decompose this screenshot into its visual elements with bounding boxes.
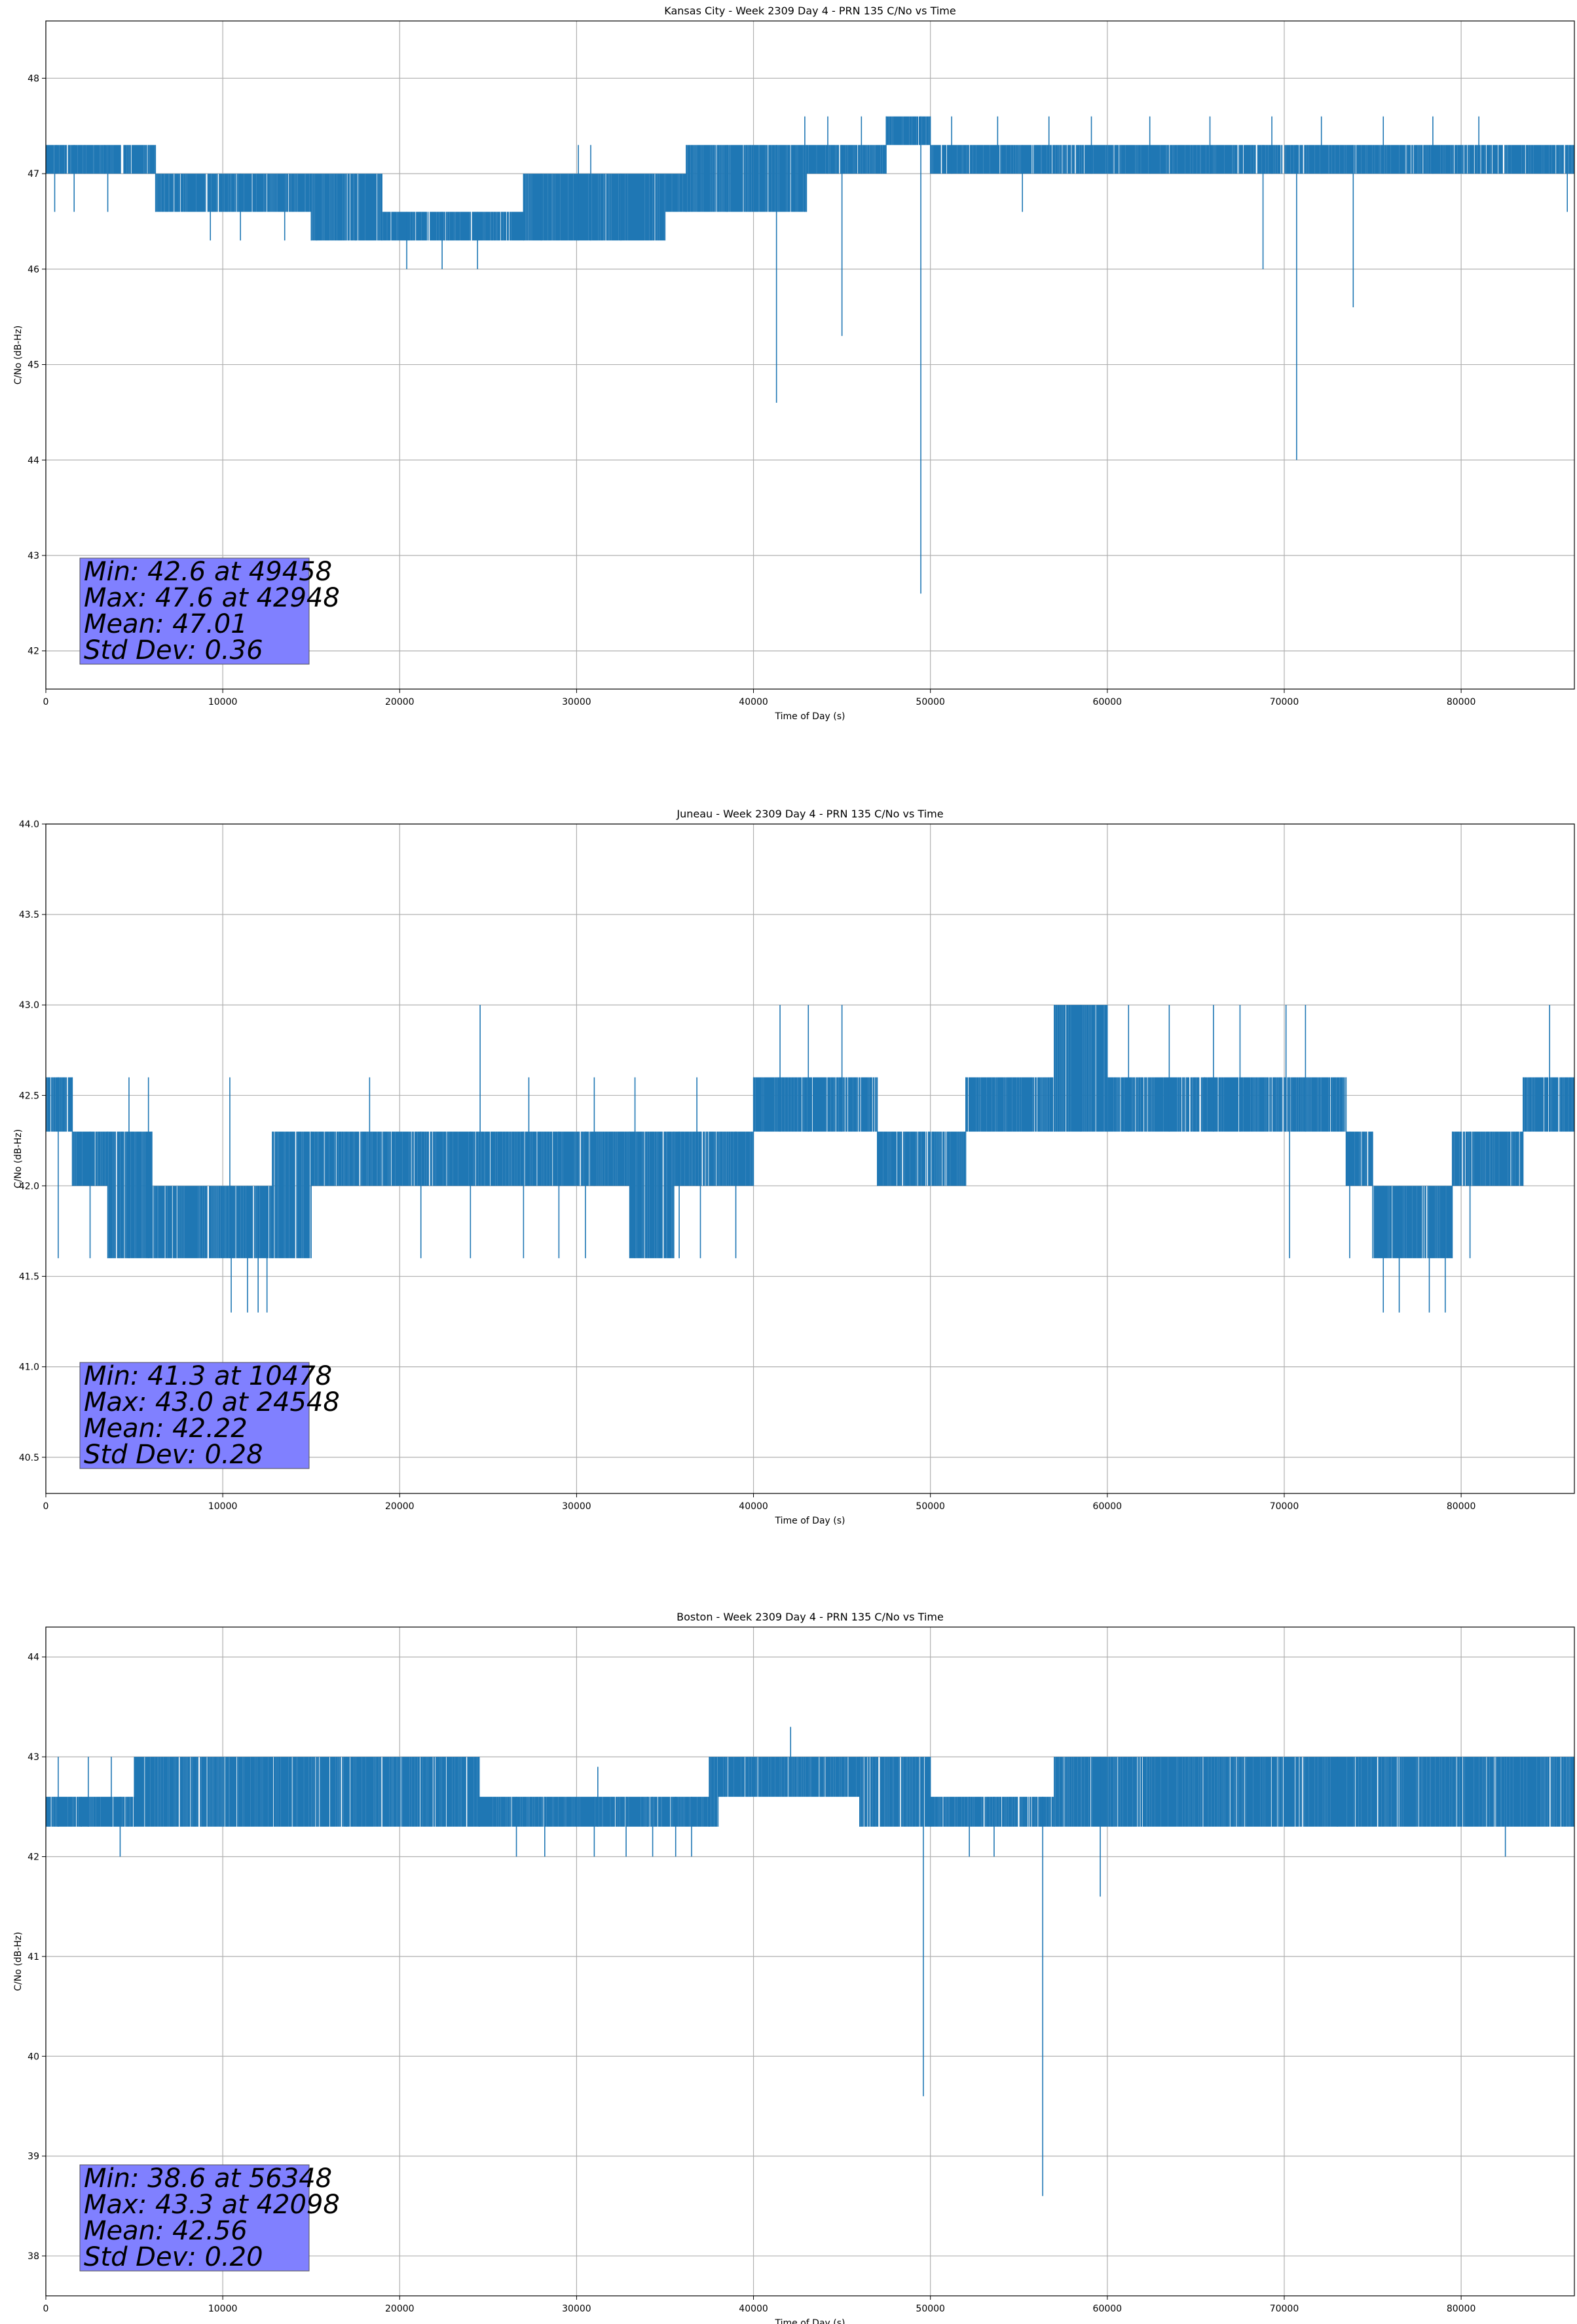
stats-line: Std Dev: 0.28 bbox=[84, 1440, 263, 1470]
stats-line: Max: 43.0 at 24548 bbox=[84, 1387, 340, 1417]
stats-line: Std Dev: 0.36 bbox=[84, 635, 263, 665]
signal-band-trace bbox=[46, 1757, 1574, 1827]
x-tick-label: 10000 bbox=[208, 2304, 238, 2314]
stats-line: Mean: 42.22 bbox=[84, 1414, 248, 1444]
stats-box-background bbox=[79, 557, 310, 665]
y-axis-label: C/No (dB-Hz) bbox=[13, 1129, 24, 1188]
series-line bbox=[46, 1005, 1574, 1313]
y-tick-label: 40 bbox=[28, 2052, 39, 2062]
y-tick-label: 39 bbox=[28, 2152, 39, 2162]
y-axis-label: C/No (dB-Hz) bbox=[13, 1932, 24, 1991]
y-tick-label: 38 bbox=[28, 2251, 39, 2262]
x-tick-label: 0 bbox=[43, 1501, 49, 1512]
x-tick-label: 30000 bbox=[562, 1501, 591, 1512]
x-tick-label: 60000 bbox=[1093, 697, 1122, 707]
y-axis-label: C/No (dB-Hz) bbox=[13, 326, 24, 384]
stats-line: Mean: 47.01 bbox=[84, 609, 248, 639]
x-tick-label: 0 bbox=[43, 697, 49, 707]
x-tick-label: 80000 bbox=[1447, 697, 1476, 707]
x-tick-label: 70000 bbox=[1270, 1501, 1299, 1512]
signal-band-trace bbox=[46, 1005, 1574, 1258]
x-tick-label: 60000 bbox=[1093, 2304, 1122, 2314]
y-tick-label: 42.0 bbox=[19, 1181, 39, 1191]
y-tick-label: 42 bbox=[28, 1852, 39, 1862]
chart-title: Juneau - Week 2309 Day 4 - PRN 135 C/No … bbox=[676, 808, 943, 820]
y-tick-label: 43 bbox=[28, 1752, 39, 1763]
y-tick-label: 44.0 bbox=[19, 819, 39, 830]
y-tick-label: 40.5 bbox=[19, 1453, 39, 1463]
x-tick-label: 40000 bbox=[739, 697, 768, 707]
y-tick-label: 45 bbox=[28, 360, 39, 371]
x-tick-label: 40000 bbox=[739, 1501, 768, 1512]
y-tick-label: 44 bbox=[28, 1653, 39, 1663]
x-tick-label: 0 bbox=[43, 2304, 49, 2314]
stats-line: Min: 41.3 at 10478 bbox=[84, 1361, 332, 1391]
stats-box-background bbox=[79, 2164, 310, 2272]
series-line bbox=[46, 116, 1574, 594]
x-axis-label: Time of Day (s) bbox=[775, 711, 845, 722]
x-tick-label: 80000 bbox=[1447, 2304, 1476, 2314]
y-tick-label: 42.5 bbox=[19, 1091, 39, 1101]
x-axis-label: Time of Day (s) bbox=[775, 1516, 845, 1526]
x-tick-label: 50000 bbox=[916, 2304, 945, 2314]
x-tick-label: 80000 bbox=[1447, 1501, 1476, 1512]
x-tick-label: 70000 bbox=[1270, 2304, 1299, 2314]
y-tick-label: 43 bbox=[28, 551, 39, 561]
y-tick-label: 44 bbox=[28, 455, 39, 466]
stats-line: Max: 43.3 at 42098 bbox=[84, 2190, 340, 2220]
stats-line: Std Dev: 0.20 bbox=[84, 2242, 263, 2272]
x-tick-label: 40000 bbox=[739, 2304, 768, 2314]
signal-band-trace bbox=[46, 116, 1574, 241]
stats-line: Mean: 42.56 bbox=[84, 2216, 248, 2246]
stats-box-background bbox=[79, 1362, 310, 1469]
stats-line: Min: 38.6 at 56348 bbox=[84, 2164, 332, 2194]
chart-title: Boston - Week 2309 Day 4 - PRN 135 C/No … bbox=[677, 1611, 944, 1623]
x-tick-label: 20000 bbox=[385, 1501, 415, 1512]
y-tick-label: 47 bbox=[28, 169, 39, 179]
x-tick-label: 50000 bbox=[916, 1501, 945, 1512]
y-tick-label: 43.5 bbox=[19, 910, 39, 920]
axes-frame bbox=[45, 823, 1575, 1494]
y-tick-label: 42 bbox=[28, 647, 39, 657]
chart-panel-3: Boston - Week 2309 Day 4 - PRN 135 C/No … bbox=[13, 1611, 1575, 2324]
series-line bbox=[46, 1727, 1574, 2196]
axes-frame bbox=[45, 20, 1575, 690]
chart-title: Kansas City - Week 2309 Day 4 - PRN 135 … bbox=[664, 5, 955, 17]
x-tick-label: 20000 bbox=[385, 697, 415, 707]
x-axis-label: Time of Day (s) bbox=[775, 2318, 845, 2324]
x-tick-label: 60000 bbox=[1093, 1501, 1122, 1512]
y-tick-label: 43.0 bbox=[19, 1000, 39, 1011]
axes-frame bbox=[45, 1626, 1575, 2296]
x-tick-label: 20000 bbox=[385, 2304, 415, 2314]
y-tick-label: 41.0 bbox=[19, 1362, 39, 1373]
y-tick-label: 46 bbox=[28, 265, 39, 275]
x-tick-label: 30000 bbox=[562, 697, 591, 707]
stats-line: Max: 47.6 at 42948 bbox=[84, 583, 340, 613]
x-tick-label: 50000 bbox=[916, 697, 945, 707]
x-tick-label: 10000 bbox=[208, 697, 238, 707]
x-tick-label: 70000 bbox=[1270, 697, 1299, 707]
stats-line: Min: 42.6 at 49458 bbox=[84, 557, 332, 587]
x-tick-label: 10000 bbox=[208, 1501, 238, 1512]
x-tick-label: 30000 bbox=[562, 2304, 591, 2314]
chart-panel-2: Juneau - Week 2309 Day 4 - PRN 135 C/No … bbox=[13, 808, 1575, 1526]
y-tick-label: 41.5 bbox=[19, 1272, 39, 1283]
y-tick-label: 48 bbox=[28, 73, 39, 84]
chart-panel-1: Kansas City - Week 2309 Day 4 - PRN 135 … bbox=[13, 5, 1575, 722]
y-tick-label: 41 bbox=[28, 1952, 39, 1962]
